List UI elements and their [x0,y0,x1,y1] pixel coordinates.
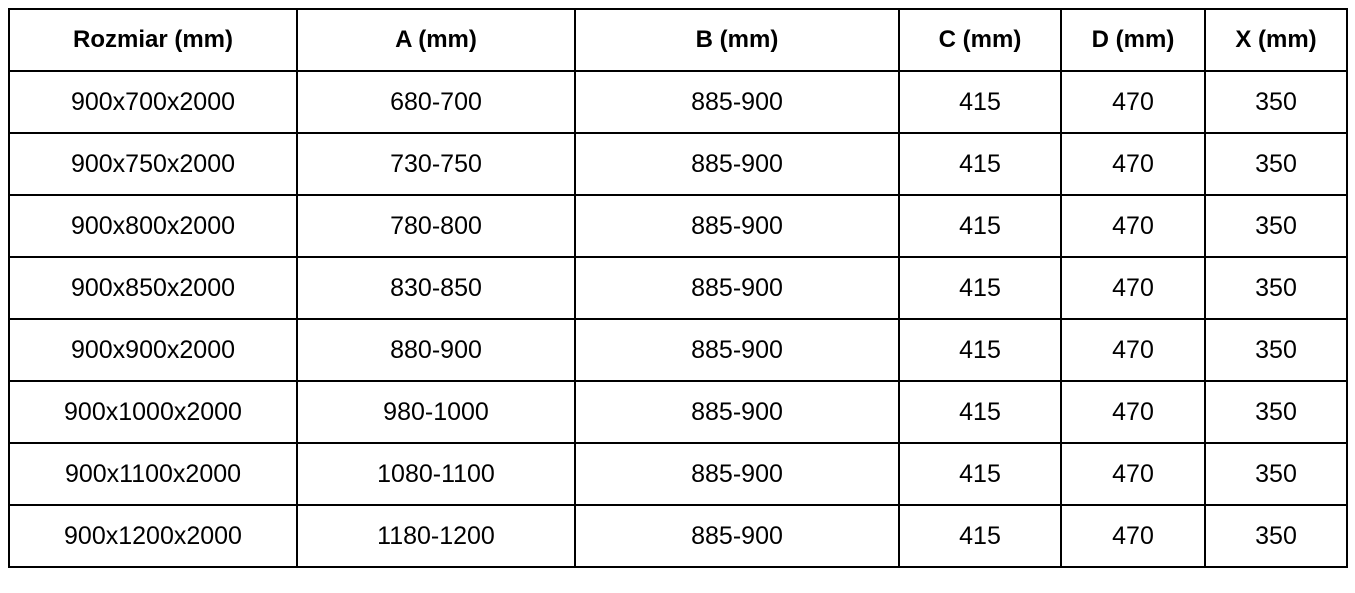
table-cell: 470 [1060,380,1206,444]
table-cell: 350 [1204,318,1348,382]
table-row: 900x1200x2000 1180-1200 885-900 415 470 350 [8,504,1348,568]
table-row: 900x750x2000 730-750 885-900 415 470 350 [8,132,1348,196]
table-cell: 350 [1204,256,1348,320]
table-row: 900x700x2000 680-700 885-900 415 470 350 [8,70,1348,134]
table-row: 900x800x2000 780-800 885-900 415 470 350 [8,194,1348,258]
table-cell: 350 [1204,194,1348,258]
table-cell: 470 [1060,194,1206,258]
table-cell: 415 [898,70,1062,134]
column-header: Rozmiar (mm) [8,8,298,72]
table-cell: 885-900 [574,442,900,506]
table-cell: 470 [1060,504,1206,568]
header-row: Rozmiar (mm) A (mm) B (mm) C (mm) D (mm) X (m… [8,8,1348,72]
table-row: 900x850x2000 830-850 885-900 415 470 350 [8,256,1348,320]
table-cell: 900x1200x2000 [8,504,298,568]
table-cell: 830-850 [296,256,576,320]
table-cell: 470 [1060,256,1206,320]
table-cell: 730-750 [296,132,576,196]
table-cell: 900x800x2000 [8,194,298,258]
table-cell: 350 [1204,442,1348,506]
table-cell: 350 [1204,132,1348,196]
column-header: B (mm) [574,8,900,72]
table-cell: 415 [898,194,1062,258]
table-cell: 900x700x2000 [8,70,298,134]
table-cell: 1080-1100 [296,442,576,506]
table-cell: 885-900 [574,132,900,196]
table-row: 900x1100x2000 1080-1100 885-900 415 470 350 [8,442,1348,506]
table-cell: 415 [898,504,1062,568]
column-header: C (mm) [898,8,1062,72]
table-cell: 900x750x2000 [8,132,298,196]
table-cell: 885-900 [574,380,900,444]
table-cell: 880-900 [296,318,576,382]
table-cell: 780-800 [296,194,576,258]
table-cell: 415 [898,318,1062,382]
table-cell: 900x1100x2000 [8,442,298,506]
table-cell: 470 [1060,132,1206,196]
table-cell: 470 [1060,442,1206,506]
table-cell: 900x900x2000 [8,318,298,382]
table-cell: 1180-1200 [296,504,576,568]
table-row: 900x900x2000 880-900 885-900 415 470 350 [8,318,1348,382]
column-header: X (mm) [1204,8,1348,72]
table-cell: 885-900 [574,256,900,320]
table-cell: 350 [1204,380,1348,444]
table-cell: 980-1000 [296,380,576,444]
dimensions-table: Rozmiar (mm) A (mm) B (mm) C (mm) D (mm) X (m… [8,8,1348,568]
table-cell: 680-700 [296,70,576,134]
table-cell: 900x850x2000 [8,256,298,320]
table-cell: 885-900 [574,70,900,134]
table-cell: 900x1000x2000 [8,380,298,444]
table-cell: 415 [898,132,1062,196]
table-cell: 415 [898,380,1062,444]
column-header: D (mm) [1060,8,1206,72]
table-cell: 885-900 [574,318,900,382]
table-cell: 415 [898,256,1062,320]
table-cell: 885-900 [574,504,900,568]
table-cell: 350 [1204,504,1348,568]
table-cell: 470 [1060,70,1206,134]
table-cell: 885-900 [574,194,900,258]
table-cell: 350 [1204,70,1348,134]
column-header: A (mm) [296,8,576,72]
table-row: 900x1000x2000 980-1000 885-900 415 470 350 [8,380,1348,444]
table-cell: 470 [1060,318,1206,382]
table-cell: 415 [898,442,1062,506]
